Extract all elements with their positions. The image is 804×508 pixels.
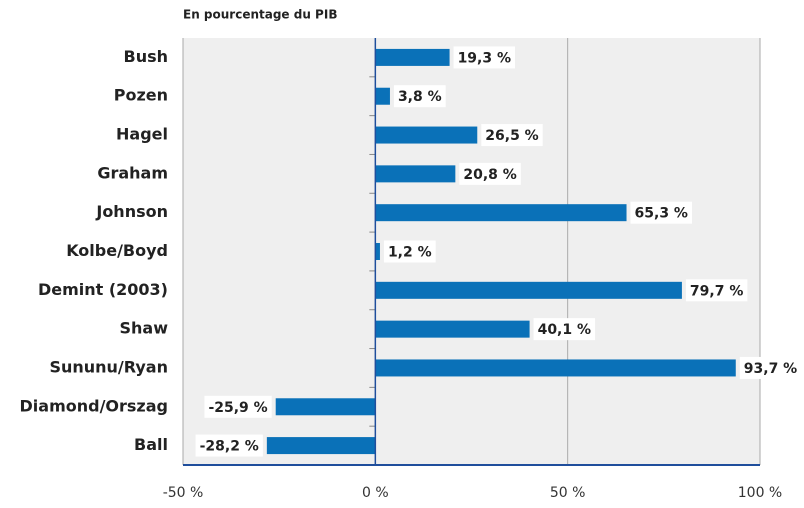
bar xyxy=(266,437,376,455)
y-tick-label: Graham xyxy=(97,163,168,182)
value-label: 93,7 % xyxy=(744,361,797,377)
bar xyxy=(375,243,380,260)
value-label-bg xyxy=(533,318,596,341)
bar xyxy=(375,87,390,105)
value-label-bg xyxy=(383,240,436,263)
x-tick-label: -50 % xyxy=(163,485,204,501)
value-label-bg xyxy=(630,201,692,224)
bar xyxy=(275,398,376,416)
bar xyxy=(375,48,450,66)
value-label-bg xyxy=(481,124,543,147)
value-label: 40,1 % xyxy=(538,322,591,338)
value-label-bg xyxy=(453,46,516,69)
value-label: 20,8 % xyxy=(463,167,516,183)
x-tick-label: 100 % xyxy=(738,485,782,501)
y-tick-label: Ball xyxy=(134,435,168,454)
y-tick-label: Hagel xyxy=(116,125,168,144)
value-label: 79,7 % xyxy=(690,283,743,299)
bar xyxy=(375,126,478,144)
y-tick-label: Johnson xyxy=(95,202,168,221)
bar xyxy=(375,281,682,299)
value-label: 19,3 % xyxy=(458,50,511,66)
value-label: -25,9 % xyxy=(208,400,267,416)
value-label: 26,5 % xyxy=(485,128,538,144)
x-tick-label: 0 % xyxy=(362,485,389,501)
y-tick-label: Pozen xyxy=(114,86,168,105)
y-tick-label: Shaw xyxy=(120,319,169,338)
y-tick-label: Sununu/Ryan xyxy=(49,357,168,376)
value-label: -28,2 % xyxy=(200,439,259,455)
value-label-bg xyxy=(459,162,521,185)
y-tick-label: Kolbe/Boyd xyxy=(66,241,168,260)
value-label: 3,8 % xyxy=(398,89,442,105)
value-label: 1,2 % xyxy=(388,245,432,261)
bar xyxy=(375,320,530,338)
bar xyxy=(375,204,627,222)
value-label-bg xyxy=(204,395,272,418)
plot-background xyxy=(183,38,760,465)
x-tick-label: 50 % xyxy=(550,485,586,501)
y-tick-label: Bush xyxy=(124,47,169,66)
value-label-bg xyxy=(393,85,446,108)
value-label-bg xyxy=(739,356,802,379)
y-tick-label: Diamond/Orszag xyxy=(20,396,169,415)
y-tick-label: Demint (2003) xyxy=(38,280,168,299)
chart-subtitle: En pourcentage du PIB xyxy=(183,8,337,22)
bar xyxy=(375,359,736,377)
value-label-bg xyxy=(685,279,748,302)
value-label: 65,3 % xyxy=(635,206,688,222)
value-label-bg xyxy=(195,434,263,457)
bar xyxy=(375,165,456,183)
